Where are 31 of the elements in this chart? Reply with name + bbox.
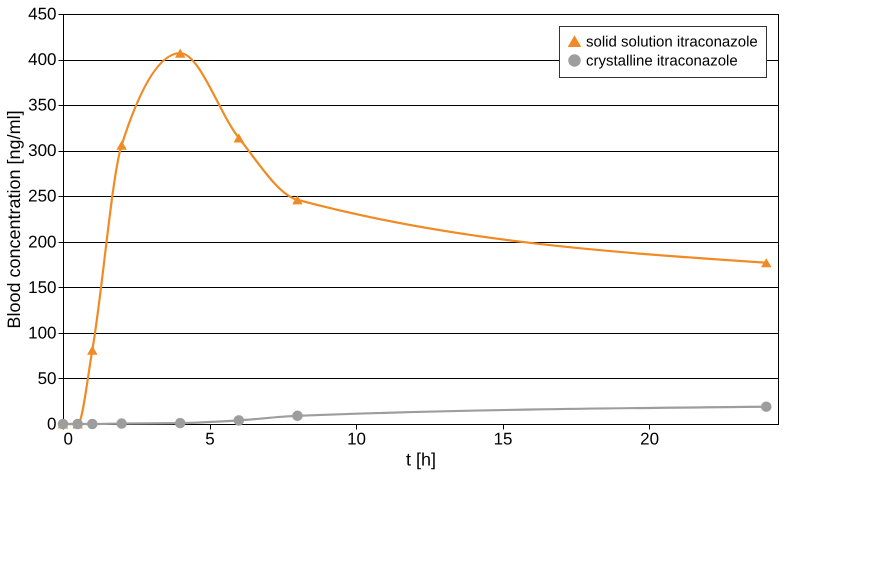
- legend-label: solid solution itraconazole: [586, 34, 758, 50]
- y-tick-label: 300: [28, 141, 56, 160]
- point: [174, 48, 186, 58]
- point: [234, 133, 244, 142]
- point: [174, 418, 186, 428]
- x-tick-label: 0: [64, 430, 73, 448]
- y-axis-title: Blood concentration [ng/ml]: [4, 110, 24, 329]
- y-tick-label: 450: [28, 4, 56, 24]
- y-tick-label: 100: [28, 323, 56, 342]
- x-tick-label: 15: [494, 430, 513, 448]
- y-tick-label: 150: [28, 278, 56, 297]
- y-tick-label: 200: [28, 232, 56, 252]
- point: [761, 401, 772, 412]
- x-axis-title: t [h]: [406, 450, 436, 470]
- y-tick-label: 350: [28, 96, 56, 115]
- point: [116, 140, 127, 150]
- x-tick-label: 5: [205, 430, 215, 448]
- y-tick-label: 50: [38, 368, 56, 388]
- x-tick-label: 10: [347, 430, 366, 448]
- y-tick-label: 400: [28, 50, 56, 70]
- point: [292, 195, 303, 204]
- point: [234, 415, 244, 426]
- point: [292, 410, 303, 422]
- legend-label: crystalline itraconazole: [586, 52, 738, 70]
- point: [87, 418, 98, 430]
- point: [761, 258, 772, 268]
- point: [87, 346, 98, 355]
- y-tick-label: 0: [47, 414, 56, 434]
- x-tick-label: 20: [640, 430, 660, 448]
- point: [116, 418, 127, 429]
- y-tick-label: 250: [28, 186, 56, 206]
